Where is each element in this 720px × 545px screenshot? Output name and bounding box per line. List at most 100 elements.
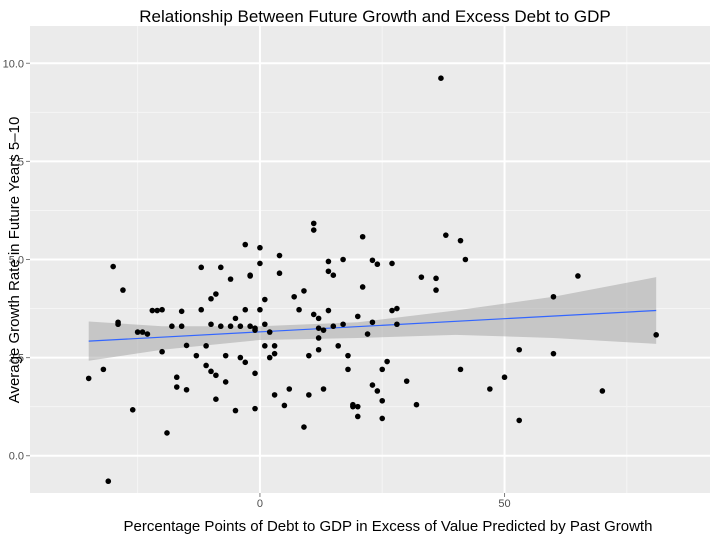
data-point xyxy=(232,315,239,322)
data-point xyxy=(203,343,209,349)
data-point xyxy=(301,288,307,294)
data-point xyxy=(222,352,229,359)
data-point xyxy=(379,397,386,404)
data-point xyxy=(217,323,224,330)
data-point xyxy=(369,319,376,326)
fit-line-layer xyxy=(88,309,657,342)
data-point xyxy=(599,388,606,394)
data-point xyxy=(433,275,439,282)
data-point xyxy=(286,386,293,392)
data-point xyxy=(276,270,283,277)
data-point xyxy=(296,306,302,313)
data-point xyxy=(394,321,400,328)
data-point xyxy=(354,313,361,320)
data-point xyxy=(154,307,160,314)
data-point xyxy=(335,343,342,349)
data-point xyxy=(227,276,234,282)
data-point xyxy=(149,307,156,314)
data-point xyxy=(110,263,116,270)
data-points xyxy=(85,75,659,485)
data-point xyxy=(139,329,146,335)
data-point xyxy=(369,257,376,264)
data-point xyxy=(354,403,361,410)
data-point xyxy=(487,386,493,392)
data-point xyxy=(247,273,253,279)
data-point xyxy=(208,295,214,302)
data-point xyxy=(159,306,165,313)
data-point xyxy=(266,354,273,361)
y-tick-label: 2.5 xyxy=(9,353,24,365)
data-point xyxy=(340,256,346,263)
data-point xyxy=(364,331,371,337)
data-point xyxy=(575,273,581,279)
data-point xyxy=(374,261,381,268)
y-axis-label: Average Growth Rate in Future Years 5–10 xyxy=(6,117,23,404)
data-point xyxy=(433,287,439,293)
data-point xyxy=(315,346,322,353)
data-point xyxy=(208,321,214,328)
data-point xyxy=(550,293,557,300)
data-point xyxy=(120,287,126,293)
x-axis-ticks: 0 50 xyxy=(257,493,511,510)
data-point xyxy=(262,321,268,328)
y-axis-ticks: 0.0 2.5 5.0 7.5 10.0 xyxy=(3,58,30,463)
data-point xyxy=(173,384,180,390)
data-point xyxy=(374,388,381,394)
data-point xyxy=(301,424,307,430)
data-point xyxy=(271,350,278,357)
data-point xyxy=(262,296,268,303)
data-point xyxy=(257,306,263,313)
data-point xyxy=(232,407,239,414)
data-point xyxy=(330,323,337,330)
data-point xyxy=(198,264,205,271)
data-point xyxy=(252,405,258,412)
data-point xyxy=(169,323,175,330)
data-point xyxy=(457,366,464,373)
data-point xyxy=(276,252,283,259)
data-point xyxy=(310,220,317,227)
data-point xyxy=(457,237,464,244)
data-point xyxy=(203,362,209,369)
data-point xyxy=(217,264,224,271)
chart-title: Relationship Between Future Growth and E… xyxy=(139,7,611,26)
data-point xyxy=(384,358,390,365)
data-point xyxy=(345,366,351,373)
data-point xyxy=(281,402,288,409)
data-point xyxy=(438,75,444,81)
x-axis-label: Percentage Points of Debt to GDP in Exce… xyxy=(124,518,653,535)
data-point xyxy=(340,321,346,328)
data-point xyxy=(237,323,244,330)
data-point xyxy=(359,284,366,290)
data-point xyxy=(310,227,317,233)
major-gridlines xyxy=(30,26,710,493)
data-point xyxy=(325,307,332,314)
data-point xyxy=(516,417,523,424)
data-point xyxy=(266,329,273,335)
data-point xyxy=(330,272,337,278)
data-point xyxy=(389,260,395,267)
data-point xyxy=(247,323,253,330)
confidence-band-layer xyxy=(88,277,657,361)
data-point xyxy=(178,308,185,315)
data-point xyxy=(85,375,92,382)
data-point xyxy=(129,407,136,413)
data-point xyxy=(173,374,180,381)
data-point xyxy=(403,378,410,384)
data-point xyxy=(144,331,151,337)
data-point xyxy=(369,382,376,388)
data-point xyxy=(550,350,557,357)
data-point xyxy=(359,233,366,240)
data-point xyxy=(394,305,400,312)
data-point xyxy=(252,327,258,333)
y-tick-label: 5.0 xyxy=(9,255,24,267)
data-point xyxy=(354,413,361,420)
data-point xyxy=(325,258,332,265)
data-point xyxy=(213,291,219,297)
data-point xyxy=(325,268,332,275)
x-tick-label: 0 xyxy=(257,498,263,510)
data-point xyxy=(291,293,297,300)
data-point xyxy=(653,332,659,338)
data-point xyxy=(134,329,141,335)
data-point xyxy=(178,323,185,330)
x-tick-label: 50 xyxy=(498,498,510,510)
